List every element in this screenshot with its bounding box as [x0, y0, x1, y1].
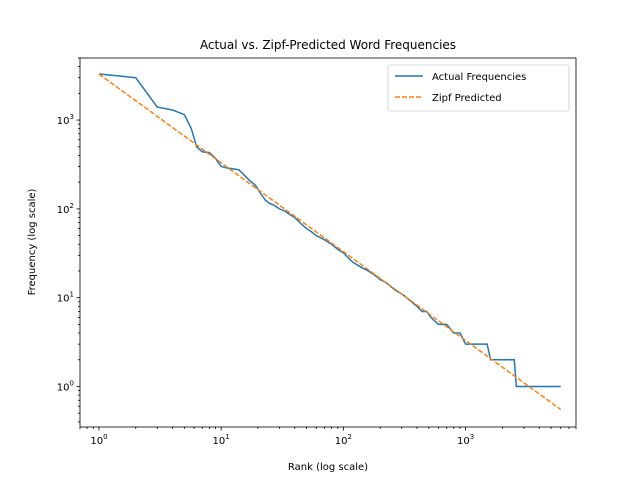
legend-label-zipf: Zipf Predicted	[432, 93, 502, 104]
plot-series-group	[98, 73, 562, 411]
legend-label-actual: Actual Frequencies	[432, 72, 526, 83]
x-tick-label: 103	[457, 433, 474, 447]
y-axis-label: Frequency (log scale)	[27, 188, 38, 295]
series-line-0	[98, 73, 561, 388]
x-tick-label: 101	[213, 433, 230, 447]
y-tick-label: 100	[57, 380, 74, 394]
y-tick-label: 103	[57, 113, 74, 127]
series-line-1	[98, 73, 562, 411]
legend-box	[387, 64, 570, 112]
y-tick-label: 102	[57, 202, 74, 216]
y-ticks: 100 101 102 103	[57, 57, 80, 423]
chart-title: Actual vs. Zipf-Predicted Word Frequenci…	[200, 38, 456, 52]
y-tick-label: 101	[57, 291, 74, 305]
plot-frame	[79, 57, 577, 428]
legend: Actual Frequencies Zipf Predicted	[387, 64, 570, 112]
x-tick-label: 100	[90, 433, 107, 447]
x-tick-label: 102	[335, 433, 352, 447]
x-axis-label: Rank (log scale)	[288, 462, 368, 473]
x-ticks: 100 101 102 103	[79, 427, 577, 447]
